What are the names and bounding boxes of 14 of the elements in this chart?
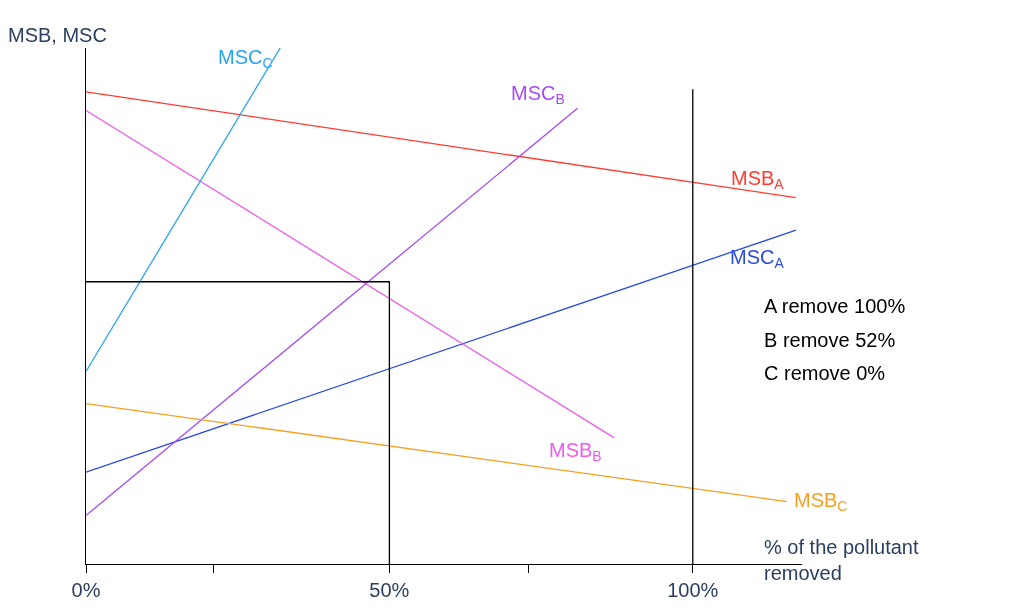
annotation: B remove 52% xyxy=(764,329,896,351)
x-tick-label: 50% xyxy=(369,579,410,601)
x-tick-label: 100% xyxy=(667,579,719,601)
series-label: MSB$_{A}$ xyxy=(731,167,785,193)
series-label: MSB$_{C}$ xyxy=(794,489,848,515)
series-label: MSC$_{C}$ xyxy=(218,46,273,72)
y-axis-title: MSB, MSC xyxy=(8,24,107,46)
x-axis-title: % of the pollutant removed xyxy=(764,536,919,584)
annotation: C remove 0% xyxy=(764,362,886,384)
series-label: MSC$_{B}$ xyxy=(511,82,565,108)
x-tick-label: 0% xyxy=(71,579,101,601)
series-label: MSB$_{B}$ xyxy=(549,439,602,465)
series-label: MSC$_{A}$ xyxy=(730,246,785,272)
annotation: A remove 100% xyxy=(764,295,906,317)
